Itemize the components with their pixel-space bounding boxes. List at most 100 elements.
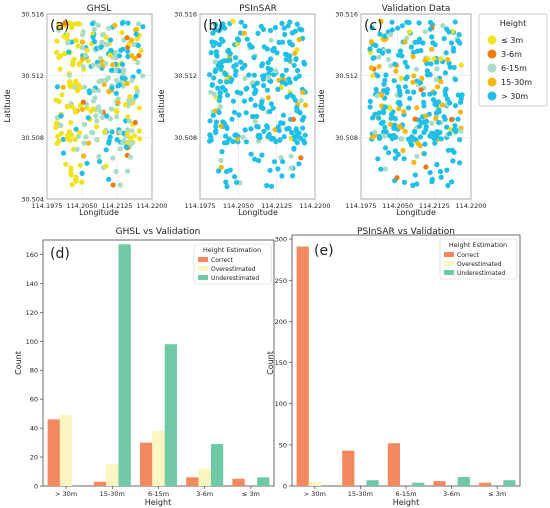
scatter-point <box>367 46 373 52</box>
scatter-point <box>446 29 452 35</box>
scatter-point <box>99 114 105 120</box>
scatter-point <box>106 176 112 182</box>
scatter-point <box>103 163 109 169</box>
scatter-point <box>434 129 440 135</box>
bar-legend-swatch <box>444 270 454 275</box>
x-tick-label: > 30m <box>304 490 326 498</box>
scatter-point <box>283 56 289 63</box>
scatter-point <box>226 136 232 142</box>
scatter-point <box>413 66 420 72</box>
scatter-point <box>116 82 123 88</box>
scatter-panel-c: (c) Validation Data Longitude Latitude 1… <box>317 4 487 217</box>
scatter-point <box>402 84 408 90</box>
scatter-point <box>231 63 237 69</box>
scatter-point <box>140 73 146 79</box>
height-legend-label: > 30m <box>501 92 528 101</box>
scatter-point <box>97 158 103 165</box>
scatter-point <box>129 140 135 146</box>
scatter-point <box>389 19 395 25</box>
scatter-point <box>99 39 105 45</box>
scatter-point <box>129 128 135 134</box>
scatter-point <box>405 89 411 95</box>
scatter-point <box>377 31 383 37</box>
y-tick-label: 20 <box>30 454 38 462</box>
bar <box>296 246 309 486</box>
scatter-point <box>382 33 388 39</box>
scatter-point <box>56 138 62 144</box>
scatter-point <box>449 179 455 185</box>
scatter-point <box>137 136 143 142</box>
scatter-point <box>127 94 133 100</box>
scatter-point <box>417 143 423 149</box>
scatter-point <box>95 22 101 28</box>
panel-a-label: (a) <box>50 18 70 34</box>
scatter-point <box>251 72 257 78</box>
bar-legend-label: Underestimated <box>457 270 505 277</box>
scatter-point <box>56 27 62 33</box>
scatter-point <box>83 134 89 140</box>
scatter-point <box>91 39 98 45</box>
scatter-point <box>77 162 83 168</box>
scatter-point <box>215 85 221 91</box>
height-legend-title: Height <box>500 19 526 28</box>
scatter-point <box>103 60 109 66</box>
scatter-point <box>232 72 238 78</box>
height-legend-label: 3-6m <box>501 50 522 59</box>
scatter-point <box>243 139 249 145</box>
scatter-panel-a: (a) GHSL Longitude Latitude 114.1975 114.… <box>3 4 168 217</box>
scatter-point <box>225 92 231 98</box>
scatter-point <box>376 133 382 139</box>
scatter-point <box>412 116 418 122</box>
scatter-point <box>80 64 86 70</box>
scatter-point <box>387 121 394 127</box>
scatter-point <box>104 41 110 48</box>
y-tick-label: 30.512 <box>21 72 44 80</box>
scatter-point <box>79 32 86 38</box>
scatter-point <box>395 25 401 31</box>
scatter-point <box>90 34 96 40</box>
scatter-point <box>393 68 399 74</box>
y-tick-label: 30.516 <box>21 11 44 19</box>
scatter-point <box>233 132 239 138</box>
x-tick-label: 3-6m <box>443 490 460 498</box>
scatter-point <box>279 20 285 26</box>
bar <box>198 468 211 486</box>
scatter-point <box>427 26 433 32</box>
scatter-point <box>387 105 393 111</box>
y-tick-label: 60 <box>30 396 38 404</box>
scatter-point <box>76 61 82 67</box>
scatter-point <box>213 22 219 28</box>
scatter-point <box>259 152 265 158</box>
scatter-point <box>217 78 223 85</box>
scatter-point <box>451 64 457 71</box>
y-tick-label: 120 <box>26 309 38 317</box>
scatter-point <box>120 19 126 25</box>
scatter-point <box>435 119 442 126</box>
bar-legend-label: Overestimated <box>211 266 256 273</box>
scatter-point <box>135 59 141 66</box>
scatter-point <box>428 61 434 67</box>
scatter-point <box>293 76 299 82</box>
scatter-point <box>93 113 99 119</box>
scatter-point <box>101 81 107 88</box>
scatter-point <box>62 51 68 57</box>
scatter-point <box>64 135 70 142</box>
scatter-point <box>291 145 297 151</box>
scatter-point <box>212 69 218 75</box>
scatter-point <box>276 127 282 134</box>
scatter-point <box>405 105 412 111</box>
y-tick-label: 300 <box>275 236 287 244</box>
scatter-point <box>455 92 461 98</box>
scatter-point <box>388 115 394 121</box>
scatter-point <box>392 148 398 154</box>
scatter-point <box>122 76 128 82</box>
scatter-point <box>442 92 449 98</box>
scatter-point <box>388 63 394 69</box>
scatter-point <box>58 53 64 59</box>
scatter-point <box>223 179 229 185</box>
x-tick-label: 114.2125 <box>261 202 292 210</box>
bar <box>342 450 355 486</box>
scatter-point <box>302 132 308 138</box>
scatter-point <box>292 28 298 34</box>
scatter-point <box>270 135 276 142</box>
